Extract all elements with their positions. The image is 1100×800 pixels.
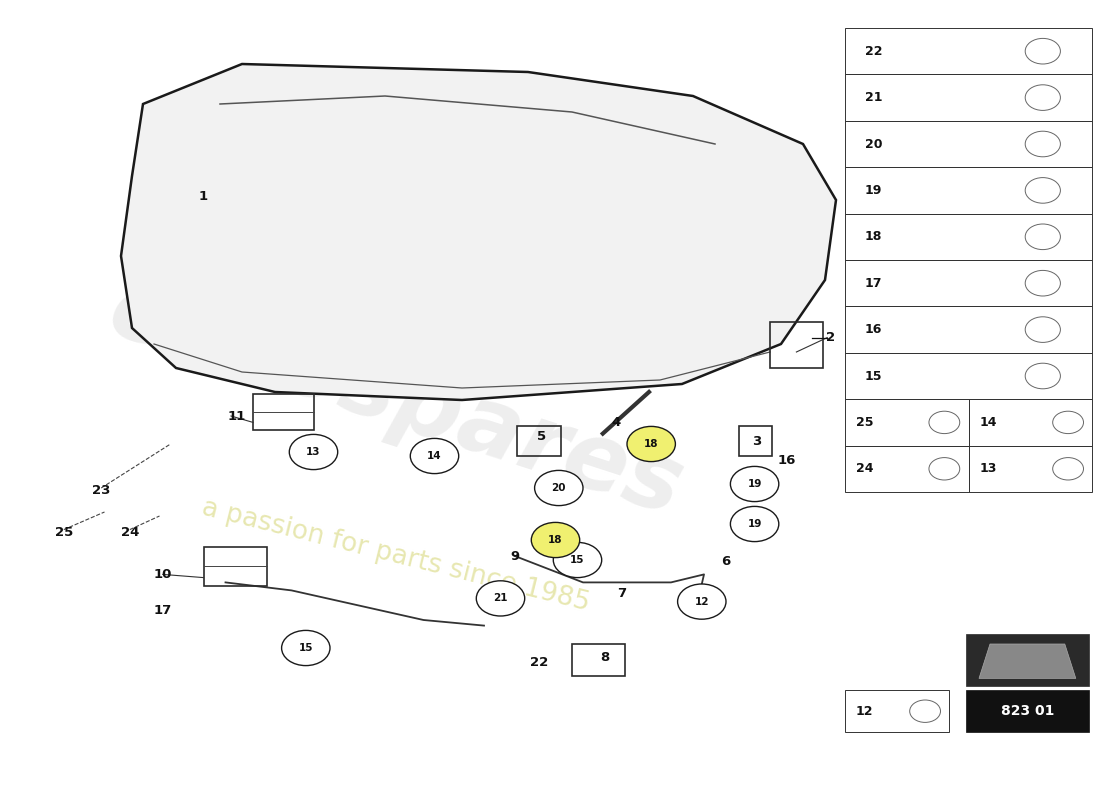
- Bar: [845, 121, 1092, 167]
- Bar: [517, 426, 561, 456]
- Circle shape: [476, 581, 525, 616]
- Bar: [845, 214, 1092, 260]
- Circle shape: [531, 522, 580, 558]
- Text: 23: 23: [92, 484, 110, 497]
- Text: 16: 16: [865, 323, 882, 336]
- Text: 24: 24: [856, 462, 873, 475]
- Text: 18: 18: [644, 439, 659, 449]
- Text: 13: 13: [306, 447, 321, 457]
- Text: 16: 16: [778, 454, 795, 466]
- Text: 14: 14: [427, 451, 442, 461]
- Text: 15: 15: [298, 643, 314, 653]
- Text: 15: 15: [570, 555, 585, 565]
- Circle shape: [282, 630, 330, 666]
- Text: 14: 14: [980, 416, 997, 429]
- Text: 20: 20: [865, 138, 882, 150]
- Bar: [969, 399, 1092, 446]
- Text: a passion for parts since 1985: a passion for parts since 1985: [199, 495, 593, 617]
- Text: 1: 1: [199, 190, 208, 202]
- Bar: [845, 260, 1092, 306]
- Circle shape: [535, 470, 583, 506]
- Text: 25: 25: [55, 526, 73, 538]
- Bar: [966, 690, 1089, 732]
- Bar: [845, 167, 1092, 214]
- Text: 17: 17: [865, 277, 882, 290]
- Text: 5: 5: [537, 430, 546, 442]
- Bar: [770, 322, 823, 368]
- Text: 3: 3: [752, 435, 761, 448]
- Text: 19: 19: [747, 519, 762, 529]
- Bar: [966, 634, 1089, 686]
- Circle shape: [678, 584, 726, 619]
- Polygon shape: [979, 644, 1076, 678]
- Bar: [845, 399, 969, 446]
- Text: 11: 11: [228, 410, 245, 422]
- Text: 20: 20: [551, 483, 566, 493]
- Text: 25: 25: [856, 416, 873, 429]
- Text: 24: 24: [121, 526, 139, 538]
- Text: 9: 9: [510, 550, 519, 562]
- Bar: [845, 28, 1092, 74]
- Text: 15: 15: [865, 370, 882, 382]
- Text: eurospares: eurospares: [98, 264, 694, 536]
- Bar: [572, 644, 625, 676]
- Bar: [845, 74, 1092, 121]
- Bar: [845, 306, 1092, 353]
- Text: 17: 17: [154, 604, 172, 617]
- Text: 19: 19: [865, 184, 882, 197]
- Bar: [204, 547, 267, 586]
- Circle shape: [730, 466, 779, 502]
- Text: 8: 8: [601, 651, 609, 664]
- Bar: [845, 353, 1092, 399]
- Text: 12: 12: [694, 597, 710, 606]
- Circle shape: [410, 438, 459, 474]
- Text: 6: 6: [722, 555, 730, 568]
- Bar: [845, 446, 969, 492]
- Text: 21: 21: [865, 91, 882, 104]
- Text: 22: 22: [865, 45, 882, 58]
- Circle shape: [553, 542, 602, 578]
- Bar: [969, 446, 1092, 492]
- Circle shape: [627, 426, 675, 462]
- Text: 4: 4: [612, 416, 620, 429]
- Bar: [739, 426, 772, 456]
- Circle shape: [289, 434, 338, 470]
- Text: 13: 13: [980, 462, 997, 475]
- Text: 19: 19: [747, 479, 762, 489]
- Text: 823 01: 823 01: [1001, 704, 1054, 718]
- Text: 2: 2: [826, 331, 835, 344]
- Text: 18: 18: [865, 230, 882, 243]
- Bar: [253, 394, 313, 430]
- Text: 10: 10: [154, 568, 172, 581]
- Polygon shape: [121, 64, 836, 400]
- Text: 18: 18: [548, 535, 563, 545]
- Text: 22: 22: [530, 656, 548, 669]
- Bar: [845, 690, 949, 732]
- Text: 12: 12: [856, 705, 873, 718]
- Text: 7: 7: [617, 587, 626, 600]
- Text: 21: 21: [493, 594, 508, 603]
- Circle shape: [730, 506, 779, 542]
